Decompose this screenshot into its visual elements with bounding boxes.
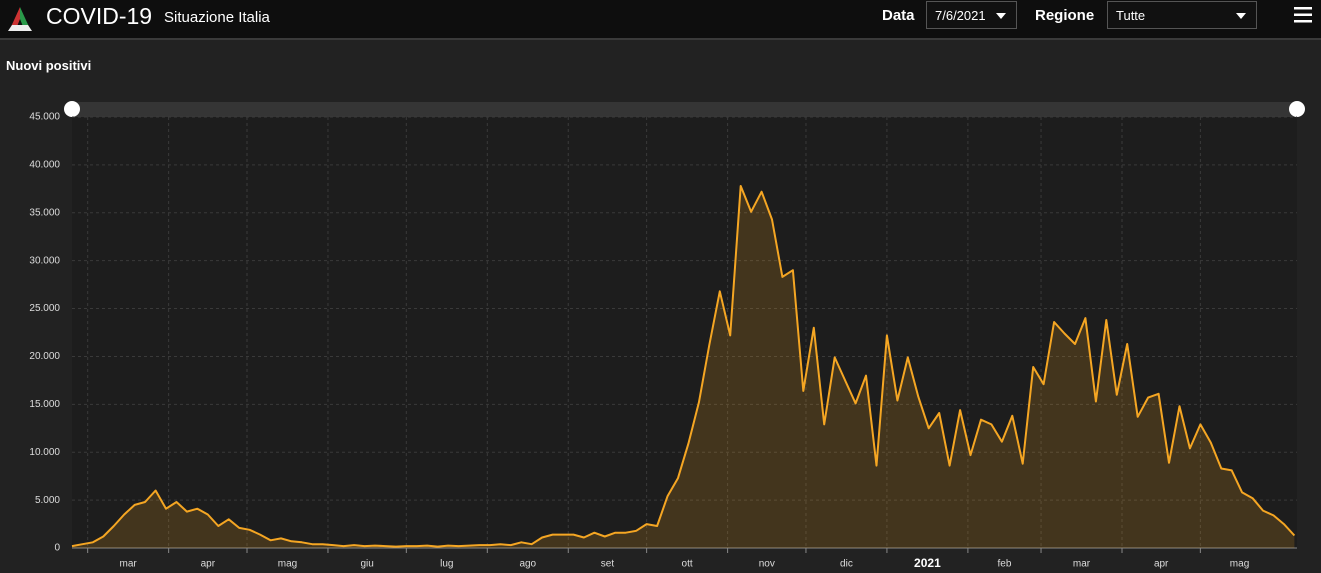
x-tick-label: dic [840,559,853,570]
chart: 0 5.000 10.000 15.000 20.000 25.000 30.000 35.0… [29,101,1305,570]
logo [8,7,32,31]
x-tick-label: 2021 [914,556,941,570]
y-tick-label: 15.000 [29,399,60,410]
x-tick-label: apr [201,559,216,570]
x-tick-label: ago [519,559,536,570]
y-tick-label: 5.000 [35,495,60,506]
y-tick-label: 35.000 [29,207,60,218]
x-tick-label: mar [1073,559,1091,570]
date-label: Data [882,7,915,24]
x-tick-label: lug [440,559,453,570]
app-title: COVID-19 [46,3,153,29]
x-tick-label: ott [682,559,693,570]
x-tick-label: feb [998,559,1012,570]
x-tick-label: mag [278,559,297,570]
range-slider[interactable] [72,102,1297,117]
x-tick-label: giu [360,559,373,570]
y-tick-label: 30.000 [29,255,60,266]
y-tick-label: 0 [54,543,60,554]
x-tick-label: mar [120,559,138,570]
x-tick-label: apr [1154,559,1169,570]
slider-handle[interactable] [64,101,80,117]
menu-button[interactable] [1294,6,1314,24]
region-select[interactable]: Tutte [1107,1,1257,29]
plot-area [72,117,1297,548]
header: COVID-19 Situazione Italia Data 7/6/2021… [0,0,1321,40]
x-tick-label: mag [1230,559,1249,570]
y-tick-label: 10.000 [29,447,60,458]
chart-title: Nuovi positivi [6,58,92,73]
slider-handle[interactable] [1289,101,1305,117]
area-fill [72,186,1295,548]
y-tick-label: 45.000 [29,112,60,123]
date-select[interactable]: 7/6/2021 [926,1,1017,29]
y-tick-label: 20.000 [29,351,60,362]
x-tick-label: set [601,559,615,570]
y-tick-label: 25.000 [29,303,60,314]
app-subtitle: Situazione Italia [164,9,270,26]
region-label: Regione [1035,7,1095,24]
x-tick-label: nov [759,559,775,570]
line [71,185,1296,548]
y-tick-label: 40.000 [29,160,60,171]
